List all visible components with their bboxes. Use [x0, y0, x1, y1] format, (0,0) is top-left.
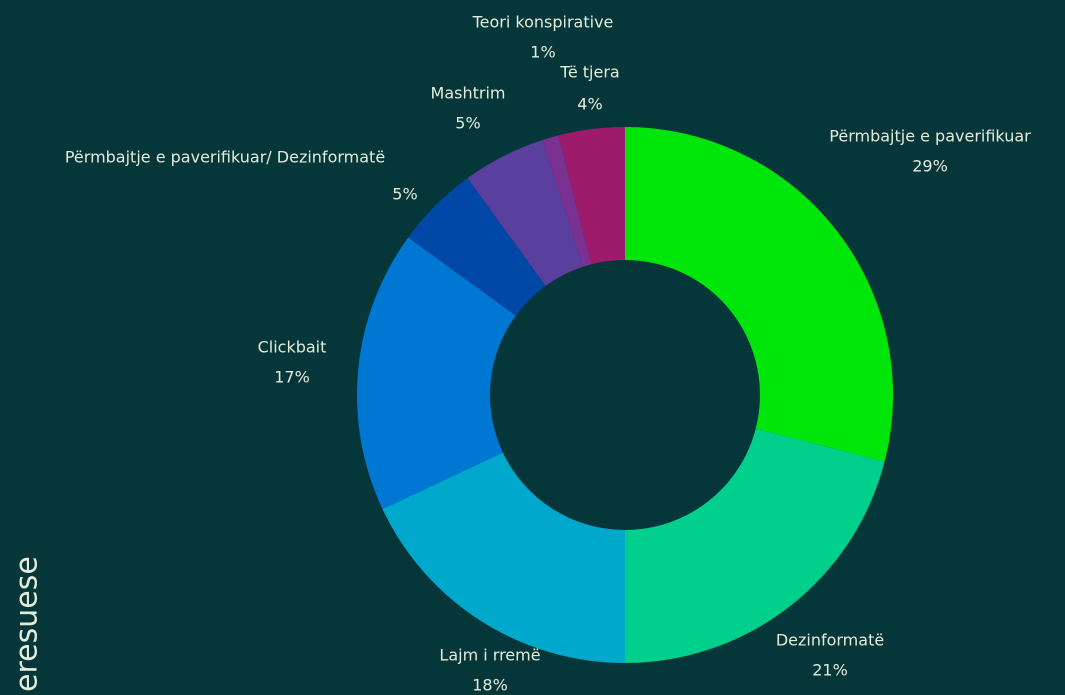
donut-slice	[625, 127, 893, 462]
donut-slice	[382, 452, 625, 663]
slice-value-label: 4%	[577, 95, 602, 114]
donut-slice	[467, 140, 584, 286]
slice-value-label: 5%	[455, 114, 480, 133]
donut-slice	[357, 237, 516, 510]
slice-value-label: 29%	[912, 157, 948, 176]
slice-value-label: 1%	[530, 43, 555, 62]
slice-label: Përmbajtje e paverifikuar	[829, 127, 1031, 146]
slice-value-label: 21%	[812, 661, 848, 680]
donut-slice	[558, 127, 625, 265]
slice-label: Dezinformatë	[776, 631, 884, 650]
slice-label: Të tjera	[559, 63, 619, 82]
slice-label: Teori konspirative	[472, 13, 614, 32]
slice-value-label: 18%	[472, 676, 508, 695]
slice-value-label: 5%	[392, 185, 417, 204]
slice-value-label: 17%	[274, 368, 310, 387]
donut-slice	[625, 428, 885, 663]
slice-label: Clickbait	[258, 338, 327, 357]
slice-label: Lajm i rremë	[439, 646, 540, 665]
slice-label: Përmbajtje e paverifikuar/ Dezinformatë	[65, 148, 385, 167]
side-label: eresuese	[10, 556, 45, 692]
donut-slice	[408, 178, 546, 316]
donut-slice	[542, 135, 592, 267]
slice-label: Mashtrim	[431, 84, 506, 103]
